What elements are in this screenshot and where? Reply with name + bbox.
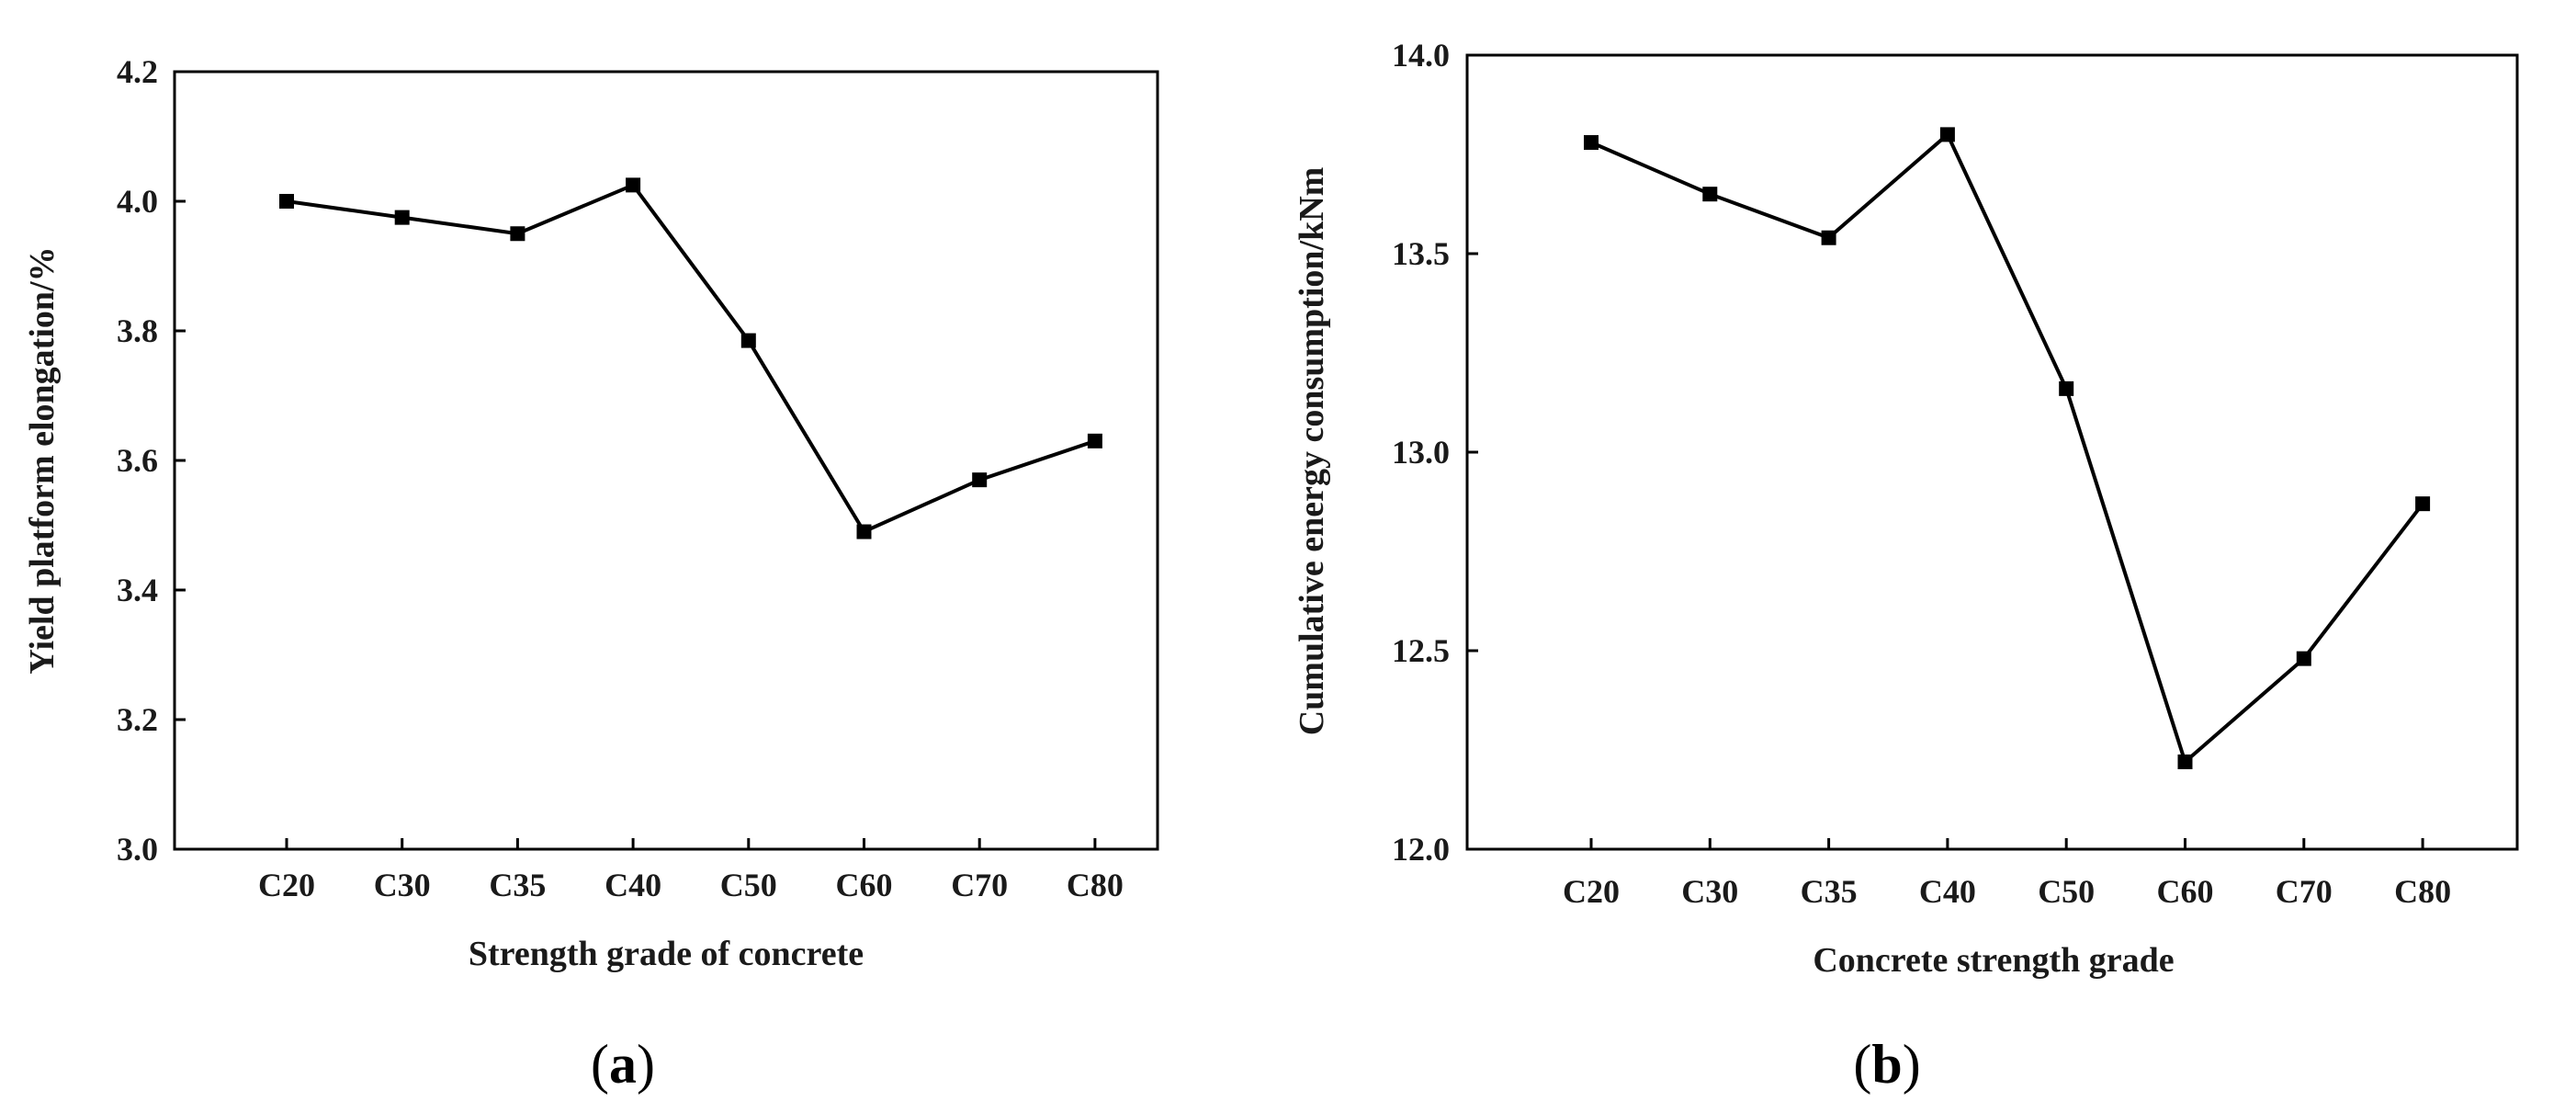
y-axis-ticks-a: 3.0 3.2 3.4 3.6 3.8 4.0 4.2 xyxy=(117,53,186,868)
data-point-marker xyxy=(740,333,756,348)
data-point-marker xyxy=(2415,496,2431,512)
y-tick-label: 3.8 xyxy=(117,312,158,349)
plot-frame-b xyxy=(1465,53,2519,851)
series-line xyxy=(286,182,1096,535)
y-tick-label: 14.0 xyxy=(1392,37,1450,74)
x-tick-label: C60 xyxy=(836,867,893,903)
data-point-marker xyxy=(856,524,872,539)
x-tick-label: C70 xyxy=(951,867,1008,903)
y-tick-label: 12.0 xyxy=(1392,831,1450,868)
panel-label-a-letter: a xyxy=(609,1034,637,1095)
x-axis-ticks-a: C20 C30 C35 C40 C50 C60 C70 C80 xyxy=(258,838,1124,903)
x-tick-label: C35 xyxy=(1801,873,1858,910)
data-point-marker xyxy=(2059,380,2074,396)
data-point-marker xyxy=(510,226,525,242)
series-b xyxy=(1584,127,2431,769)
chart-panel-a: 3.0 3.2 3.4 3.6 3.8 4.0 4.2 C20 C30 C35 C40 C50 C60… xyxy=(23,53,1159,1095)
x-tick-label: C30 xyxy=(1681,873,1738,910)
y-tick-label: 3.0 xyxy=(117,831,158,868)
data-point-marker xyxy=(1702,187,1718,202)
y-axis-ticks-b: 12.0 12.5 13.0 13.5 14.0 xyxy=(1392,37,1478,868)
y-tick-label: 13.0 xyxy=(1392,434,1450,471)
x-tick-label: C35 xyxy=(489,867,546,903)
y-tick-label: 3.4 xyxy=(117,572,158,608)
panel-label-b: (b) xyxy=(1853,1034,1920,1095)
panel-label-b-letter: b xyxy=(1871,1034,1902,1095)
y-tick-label: 3.6 xyxy=(117,442,158,479)
x-tick-label: C70 xyxy=(2276,873,2333,910)
x-tick-label: C40 xyxy=(604,867,661,903)
data-point-marker xyxy=(2177,754,2193,769)
data-point-marker xyxy=(626,177,641,193)
data-point-marker xyxy=(1087,433,1102,448)
data-point-marker xyxy=(2296,651,2311,666)
plot-frame-a xyxy=(173,70,1159,851)
chart-panel-b: 12.012.513.013.514.0 C20 C30 C35 C40 C50 C60 C… xyxy=(1293,37,2519,1095)
x-tick-label: C30 xyxy=(374,867,431,903)
series-line xyxy=(1590,131,2424,766)
data-point-marker xyxy=(972,472,988,488)
x-tick-label: C80 xyxy=(2394,873,2451,910)
data-point-marker xyxy=(1584,135,1599,151)
y-axis-label-b: Cumulative energy consumption/kNm xyxy=(1293,167,1331,736)
x-tick-label: C50 xyxy=(2038,873,2095,910)
x-tick-label: C20 xyxy=(1563,873,1620,910)
y-axis-label-a: Yield platform elongation/% xyxy=(23,246,62,674)
y-tick-label: 3.2 xyxy=(117,701,158,738)
x-tick-label: C80 xyxy=(1067,867,1124,903)
data-point-marker xyxy=(1939,127,1955,142)
y-tick-label: 12.5 xyxy=(1392,632,1450,669)
x-tick-label: C50 xyxy=(720,867,777,903)
data-point-marker xyxy=(279,194,294,209)
series-a xyxy=(279,177,1102,539)
y-tick-label: 4.2 xyxy=(117,53,158,90)
x-axis-ticks-b: C20 C30 C35 C40 C50 C60 C70 C80 xyxy=(1563,838,2451,910)
x-tick-label: C60 xyxy=(2157,873,2214,910)
data-point-marker xyxy=(394,210,410,225)
x-axis-label-a: Strength grade of concrete xyxy=(469,935,864,973)
y-tick-label: 13.5 xyxy=(1392,235,1450,272)
panel-label-a: (a) xyxy=(591,1034,655,1095)
x-tick-label: C20 xyxy=(258,867,315,903)
x-axis-label-b: Concrete strength grade xyxy=(1813,941,2174,980)
y-tick-label: 4.0 xyxy=(117,183,158,220)
data-point-marker xyxy=(1821,230,1836,245)
x-tick-label: C40 xyxy=(1919,873,1976,910)
